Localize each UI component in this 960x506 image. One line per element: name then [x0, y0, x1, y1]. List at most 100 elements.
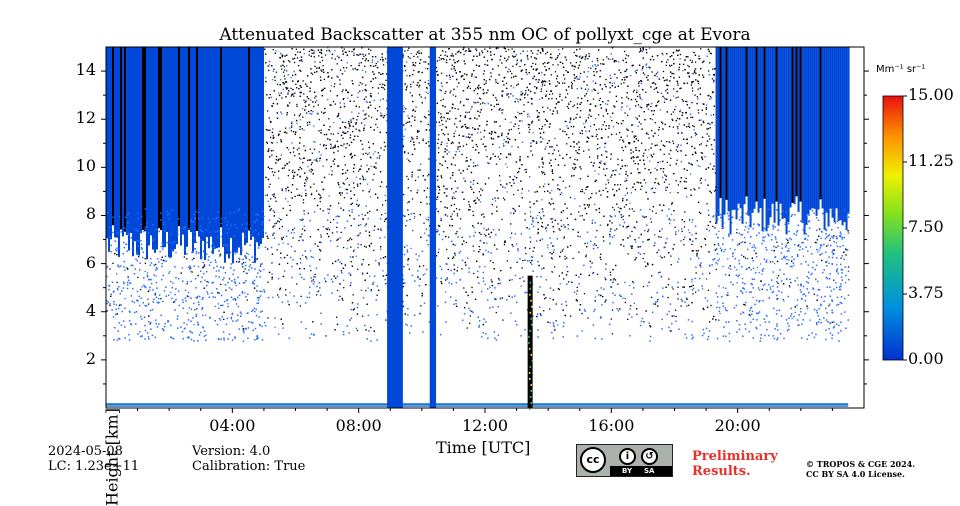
noise-pixel — [697, 80, 700, 83]
noise-pixel — [600, 316, 602, 318]
noise-pixel — [444, 279, 447, 281]
noise-pixel — [491, 131, 493, 133]
noise-pixel — [412, 73, 414, 76]
noise-pixel — [479, 111, 481, 113]
noise-pixel — [596, 290, 598, 292]
noise-pixel — [732, 252, 735, 254]
noise-pixel — [504, 241, 506, 244]
noise-pixel — [410, 52, 412, 55]
noise-pixel — [169, 270, 171, 273]
noise-pixel — [455, 117, 457, 120]
noise-pixel — [386, 186, 388, 188]
noise-pixel — [786, 242, 789, 245]
noise-pixel — [310, 171, 312, 173]
noise-pixel — [451, 225, 453, 227]
noise-pixel — [352, 130, 354, 133]
noise-pixel — [667, 296, 669, 299]
noise-pixel — [442, 156, 444, 158]
noise-pixel — [368, 264, 370, 266]
noise-pixel — [345, 179, 347, 181]
noise-pixel — [715, 189, 717, 191]
noise-pixel — [355, 105, 357, 107]
noise-pixel — [276, 83, 279, 86]
noise-pixel — [629, 108, 631, 110]
noise-pixel — [579, 116, 581, 118]
noise-pixel — [765, 314, 767, 316]
noise-pixel — [312, 49, 314, 51]
noise-pixel — [600, 253, 602, 255]
noise-pixel — [377, 197, 379, 199]
noise-pixel — [829, 237, 832, 240]
noise-pixel — [594, 296, 597, 298]
noise-pixel — [694, 291, 697, 293]
noise-pixel — [659, 204, 661, 206]
noise-pixel — [473, 200, 475, 202]
noise-pixel — [365, 89, 367, 92]
noise-pixel — [407, 213, 410, 216]
noise-pixel — [468, 137, 471, 139]
noise-pixel — [641, 128, 643, 130]
noise-pixel — [603, 121, 606, 123]
noise-pixel — [666, 186, 668, 189]
noise-pixel — [603, 162, 605, 165]
noise-pixel — [362, 90, 364, 92]
noise-pixel — [203, 287, 205, 289]
noise-pixel — [587, 66, 590, 69]
noise-pixel — [377, 92, 380, 94]
noise-pixel — [586, 76, 589, 78]
noise-pixel — [708, 214, 710, 216]
noise-pixel — [548, 93, 551, 96]
noise-pixel — [294, 133, 297, 135]
noise-pixel — [633, 157, 635, 159]
noise-pixel — [480, 188, 482, 190]
noise-pixel — [370, 289, 372, 291]
noise-pixel — [344, 164, 346, 166]
noise-pixel — [382, 64, 385, 66]
noise-pixel — [552, 299, 554, 301]
noise-pixel — [634, 189, 637, 191]
noise-pixel — [621, 165, 624, 167]
noise-pixel — [461, 243, 464, 245]
noise-pixel — [572, 133, 574, 135]
noise-pixel — [377, 152, 379, 154]
noise-pixel — [303, 99, 305, 101]
noise-pixel — [324, 54, 327, 56]
noise-pixel — [336, 140, 339, 143]
noise-pixel — [684, 168, 686, 171]
noise-pixel — [626, 114, 629, 117]
noise-pixel — [501, 94, 503, 96]
noise-pixel — [380, 147, 382, 149]
noise-pixel — [448, 118, 451, 120]
noise-pixel — [413, 217, 416, 219]
noise-pixel — [297, 194, 299, 197]
noise-pixel — [594, 82, 597, 84]
noise-pixel — [304, 109, 306, 111]
noise-pixel — [365, 230, 367, 232]
noise-pixel — [346, 177, 349, 179]
noise-pixel — [555, 303, 557, 305]
noise-pixel — [583, 123, 585, 125]
noise-pixel — [438, 248, 440, 250]
noise-pixel — [624, 301, 626, 304]
noise-pixel — [696, 80, 699, 82]
noise-pixel — [366, 212, 369, 214]
noise-pixel — [172, 301, 175, 304]
noise-pixel — [626, 192, 629, 194]
noise-pixel — [270, 208, 272, 210]
noise-pixel — [487, 299, 489, 301]
noise-pixel — [791, 317, 793, 320]
noise-pixel — [484, 146, 486, 148]
noise-pixel — [627, 175, 629, 177]
noise-pixel — [537, 291, 539, 293]
noise-pixel — [688, 125, 690, 127]
noise-pixel — [560, 251, 562, 253]
noise-pixel — [614, 279, 617, 281]
noise-pixel — [574, 158, 576, 161]
noise-pixel — [347, 240, 349, 242]
noise-pixel — [481, 51, 484, 54]
noise-pixel — [605, 125, 607, 127]
noise-pixel — [360, 140, 362, 142]
noise-pixel — [660, 168, 662, 170]
noise-pixel — [386, 100, 388, 102]
noise-pixel — [358, 106, 361, 108]
